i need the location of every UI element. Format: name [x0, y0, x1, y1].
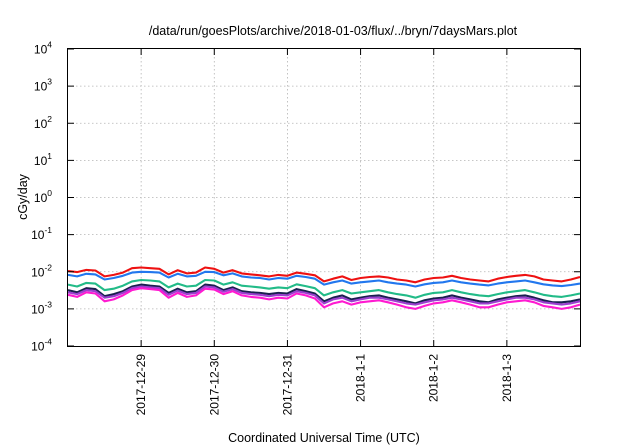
y-tick-label: 10-2 [31, 262, 52, 279]
y-tick-exponent: 1 [47, 151, 52, 161]
series-line-3 [67, 278, 581, 299]
y-tick-base: 10 [34, 154, 48, 168]
series-line-4 [67, 283, 581, 305]
y-tick-exponent: -1 [44, 225, 52, 235]
y-tick-label: 10-4 [31, 337, 52, 354]
y-tick-label: 10-1 [31, 225, 52, 242]
series-group [67, 266, 581, 310]
series-line-5 [67, 285, 581, 306]
y-tick-base: 10 [31, 265, 45, 279]
y-tick-exponent: 2 [47, 114, 52, 124]
y-tick-exponent: -2 [44, 262, 52, 272]
x-tick-label: 2018-1-3 [500, 354, 514, 402]
y-tick-base: 10 [31, 228, 45, 242]
series-line-2 [67, 270, 581, 288]
x-tick-label: 2018-1-1 [354, 354, 368, 402]
y-tick-base: 10 [31, 302, 45, 316]
y-tick-exponent: 4 [47, 40, 52, 50]
chart-title: /data/run/goesPlots/archive/2018-01-03/f… [149, 24, 518, 38]
y-tick-label: 101 [34, 151, 52, 168]
y-tick-base: 10 [34, 117, 48, 131]
x-tick-label: 2017-12-29 [134, 354, 148, 416]
y-tick-label: 103 [34, 77, 52, 94]
y-tick-label: 100 [34, 188, 52, 205]
y-axis-label: cGy/day [16, 173, 30, 220]
x-tick-label: 2017-12-31 [280, 354, 294, 416]
y-tick-exponent: 3 [47, 77, 52, 87]
y-tick-exponent: 0 [47, 188, 52, 198]
y-tick-label: 102 [34, 114, 52, 131]
x-tick-label: 2018-1-2 [427, 354, 441, 402]
x-tick-label: 2017-12-30 [207, 354, 221, 416]
grid [68, 49, 580, 346]
y-tick-exponent: -4 [44, 337, 52, 347]
series-line-6 [67, 287, 581, 310]
y-tick-base: 10 [34, 43, 48, 57]
y-tick-base: 10 [34, 80, 48, 94]
y-tick-base: 10 [34, 191, 48, 205]
y-tick-exponent: -3 [44, 299, 52, 309]
y-tick-label: 10-3 [31, 299, 52, 316]
plot-frame [67, 48, 581, 347]
y-tick-label: 104 [34, 40, 52, 57]
x-axis-label: Coordinated Universal Time (UTC) [228, 431, 420, 445]
x-axis: 2017-12-29 2017-12-30 2017-12-31 2018-1-1 20… [134, 49, 514, 415]
y-tick-base: 10 [31, 340, 45, 354]
series-line-1 [67, 266, 581, 284]
